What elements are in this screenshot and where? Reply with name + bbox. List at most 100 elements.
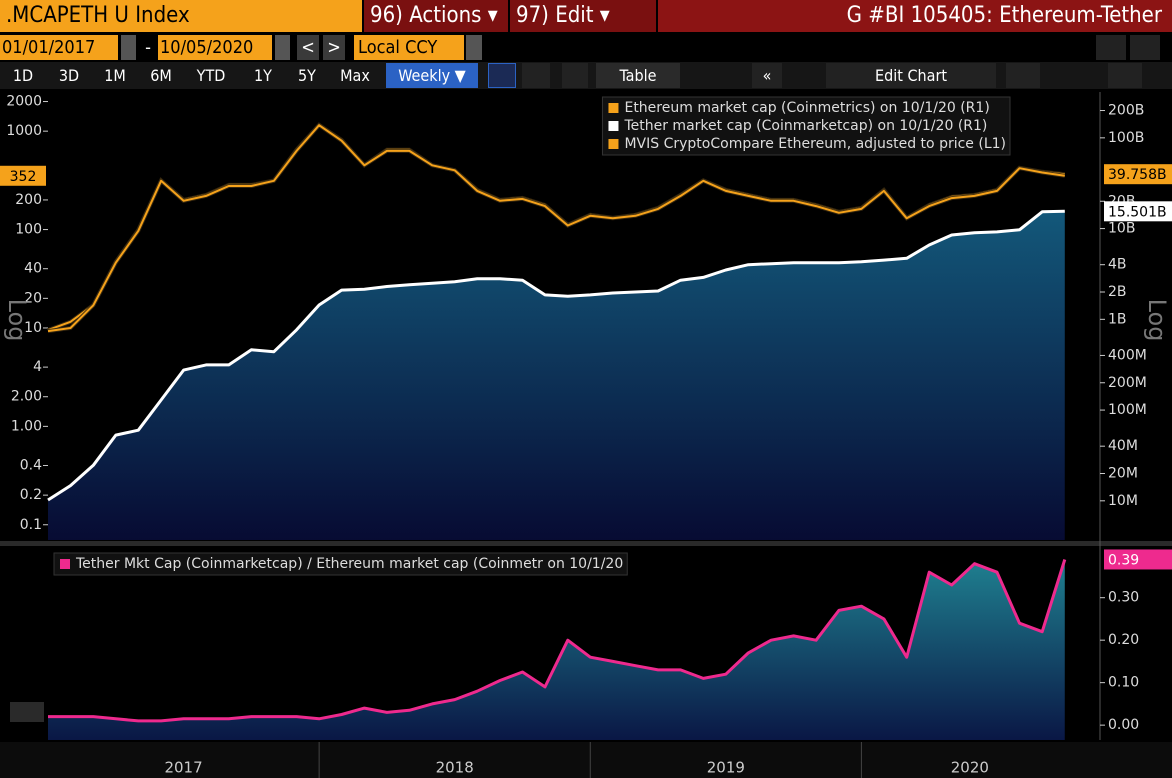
- legend-swatch: [60, 559, 70, 569]
- y-tick-label: 0.2: [20, 487, 42, 503]
- x-tick-label: 2017: [164, 759, 202, 777]
- y-tick-label: 2000: [6, 94, 42, 110]
- legend-label: Tether market cap (Coinmarketcap) on 10/…: [623, 118, 987, 134]
- period-button[interactable]: Max: [340, 66, 370, 85]
- area-fill: [48, 559, 1065, 740]
- legend-box: [53, 552, 628, 576]
- period-button[interactable]: 5Y: [298, 66, 316, 85]
- tag-box: [1104, 164, 1172, 185]
- y-tick-label: 200: [15, 192, 42, 208]
- tag-box: [1104, 201, 1172, 222]
- y2-axis-label: Log: [1143, 299, 1171, 342]
- y-tick-label: 0.4: [20, 458, 42, 474]
- undo-button[interactable]: [1096, 35, 1126, 60]
- frequency-button[interactable]: Weekly ▼: [386, 63, 478, 88]
- settings-icon[interactable]: [1108, 63, 1142, 88]
- line-chart-icon[interactable]: [488, 63, 516, 88]
- period-button[interactable]: YTD: [196, 66, 226, 85]
- start-date[interactable]: 01/01/2017: [0, 35, 118, 60]
- x-axis-band: [0, 742, 1172, 778]
- y-tick-label: 100: [15, 222, 42, 238]
- legend-swatch: [608, 103, 619, 113]
- y2-tick-label: 10M: [1108, 493, 1138, 509]
- last-value-tag: 0.39: [1104, 549, 1172, 570]
- y-tick-label: 10: [24, 320, 42, 336]
- annotate-icon[interactable]: [1006, 63, 1040, 88]
- y-tick-label: 0.20: [1108, 632, 1139, 648]
- calendar-icon[interactable]: [121, 35, 136, 60]
- legend-label: Ethereum market cap (Coinmetrics) on 10/…: [624, 100, 989, 116]
- chart-type-icon[interactable]: [10, 702, 44, 722]
- y-tick-label: 1000: [6, 123, 42, 139]
- series-line: [47, 124, 1065, 333]
- y2-tick-label: 10B: [1108, 221, 1135, 237]
- next-button[interactable]: >: [323, 35, 345, 60]
- period-button[interactable]: 1Y: [254, 66, 272, 85]
- y2-tick-label: 20M: [1108, 466, 1138, 482]
- y-axis-label: Log: [3, 299, 31, 342]
- edit-chart-button[interactable]: Edit Chart: [826, 63, 996, 88]
- y-tick-label: 2.00: [11, 389, 42, 405]
- y2-tick-label: 4B: [1108, 257, 1127, 273]
- y-tick-label: 20: [24, 290, 42, 306]
- series-line: [47, 209, 1065, 502]
- actions-menu[interactable]: 96) Actions ▾: [364, 0, 508, 32]
- date-separator: -: [145, 37, 151, 58]
- y2-tick-label: 400M: [1108, 347, 1147, 363]
- period-button[interactable]: 3D: [58, 66, 80, 85]
- legend-label: Tether Mkt Cap (Coinmarketcap) / Ethereu…: [75, 556, 623, 572]
- table-button[interactable]: Table: [596, 63, 680, 88]
- period-button[interactable]: 6M: [150, 66, 172, 85]
- legend-box: [601, 96, 1011, 156]
- prev-button[interactable]: <: [297, 35, 319, 60]
- last-value-tag: 352: [0, 165, 46, 186]
- currency-dropdown[interactable]: [466, 35, 482, 60]
- legend-swatch: [608, 139, 619, 149]
- end-date[interactable]: 10/05/2020: [158, 35, 272, 60]
- y-tick-label: 4: [33, 359, 42, 375]
- period-button[interactable]: 1D: [12, 66, 34, 85]
- bar-chart-icon[interactable]: [522, 63, 550, 88]
- last-value-tag: 15.501B: [1104, 201, 1172, 222]
- y2-tick-label: 100M: [1108, 402, 1147, 418]
- x-tick-label: 2019: [707, 759, 745, 777]
- y-tick-label: 0.10: [1108, 675, 1139, 691]
- period-button[interactable]: 1M: [104, 66, 126, 85]
- y2-tick-label: 40M: [1108, 438, 1138, 454]
- x-tick-label: 2018: [436, 759, 474, 777]
- y2-tick-label: 100B: [1108, 130, 1144, 146]
- edit-menu[interactable]: 97) Edit ▾: [510, 0, 656, 32]
- x-tick-label: 2020: [951, 759, 989, 777]
- ticker-field[interactable]: .MCAPETH U Index: [0, 0, 362, 32]
- y-tick-label: 1.00: [11, 418, 42, 434]
- y2-tick-label: 2B: [1108, 284, 1127, 300]
- tag-box: [1104, 549, 1172, 570]
- legend-swatch: [608, 121, 619, 131]
- y2-tick-label: 200M: [1108, 375, 1147, 391]
- y-tick-label: 0.00: [1108, 717, 1139, 733]
- series-line: [48, 559, 1067, 723]
- collapse-button[interactable]: «: [752, 63, 782, 88]
- tag-label: 15.501B: [1108, 204, 1167, 220]
- area-fill: [48, 211, 1065, 541]
- window-title: G #BI 105405: Ethereum-Tether: [658, 0, 1172, 32]
- chart-type-dropdown[interactable]: [562, 63, 588, 88]
- legend: Tether Mkt Cap (Coinmarketcap) / Ethereu…: [53, 552, 628, 576]
- legend-label: MVIS CryptoCompare Ethereum, adjusted to…: [624, 136, 1006, 152]
- last-value-tag: 39.758B: [1104, 164, 1172, 185]
- y-tick-label: 0.30: [1108, 590, 1139, 606]
- y2-tick-label: 1B: [1108, 311, 1127, 327]
- legend: Ethereum market cap (Coinmetrics) on 10/…: [601, 96, 1011, 156]
- y-tick-label: 40: [24, 261, 42, 277]
- redo-button[interactable]: [1130, 35, 1160, 60]
- tag-box: [0, 165, 46, 186]
- currency-field[interactable]: Local CCY: [354, 35, 464, 60]
- pane-divider: [0, 541, 1172, 546]
- y-tick-label: 0.1: [20, 517, 42, 533]
- tag-label: 39.758B: [1108, 167, 1167, 183]
- tag-label: 352: [10, 169, 37, 185]
- calendar-icon[interactable]: [275, 35, 290, 60]
- y2-tick-label: 200B: [1108, 103, 1144, 119]
